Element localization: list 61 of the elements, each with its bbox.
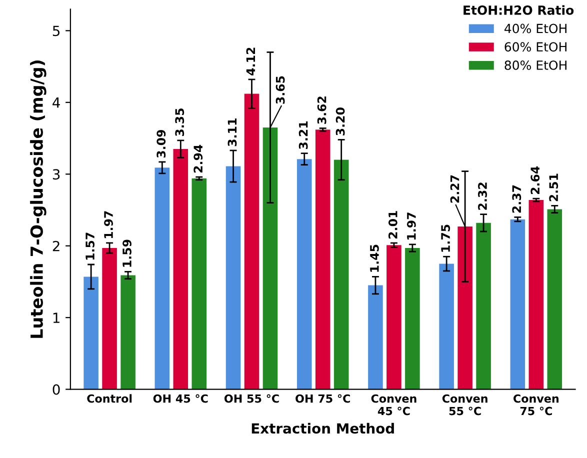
data-label: 2.94 bbox=[194, 144, 203, 172]
bar bbox=[262, 128, 278, 390]
data-label: 1.75 bbox=[441, 224, 450, 252]
x-tick-label: Conven 55 °C bbox=[442, 394, 488, 416]
data-label: 1.97 bbox=[406, 212, 416, 240]
bar bbox=[192, 178, 207, 390]
data-label: 3.11 bbox=[228, 118, 237, 146]
bar bbox=[244, 94, 260, 390]
bar bbox=[547, 209, 562, 390]
data-label: 3.35 bbox=[175, 108, 184, 136]
bar bbox=[102, 248, 117, 390]
bar bbox=[296, 159, 312, 390]
bar bbox=[439, 264, 454, 390]
bar bbox=[334, 160, 349, 390]
y-tick-label: 1 bbox=[53, 312, 60, 323]
x-tick-label: OH 45 °C bbox=[153, 394, 208, 403]
y-tick-label: 0 bbox=[52, 384, 60, 395]
bar bbox=[226, 166, 241, 390]
bar bbox=[154, 168, 170, 390]
legend-title: EtOH:H2O Ratio bbox=[464, 5, 574, 15]
y-tick-label: 2 bbox=[52, 240, 60, 252]
data-label: 3.65 bbox=[276, 76, 285, 104]
bar bbox=[510, 219, 526, 390]
bar bbox=[458, 226, 472, 390]
bar bbox=[120, 275, 136, 390]
data-label: 2.27 bbox=[450, 175, 460, 203]
x-tick-label: Conven 75 °C bbox=[514, 394, 558, 416]
data-label: 3.20 bbox=[336, 108, 345, 136]
data-label: 3.62 bbox=[317, 96, 326, 124]
x-tick-label: Conven 45 °C bbox=[371, 394, 416, 416]
bar bbox=[405, 248, 420, 390]
data-label: 1.45 bbox=[370, 244, 379, 272]
y-tick-label: 4 bbox=[52, 98, 60, 108]
data-label: 4.12 bbox=[246, 48, 256, 76]
y-tick-label: 3 bbox=[52, 169, 60, 180]
data-label: 2.37 bbox=[512, 185, 522, 213]
x-tick-label: Control bbox=[87, 394, 132, 403]
data-label: 2.01 bbox=[388, 211, 398, 238]
legend-label: 60% EtOH bbox=[504, 42, 566, 52]
y-axis-title: Luteolin 7-O-glucoside (mg/g) bbox=[30, 60, 46, 338]
bar bbox=[173, 149, 188, 390]
y-tick-label: 5 bbox=[52, 26, 60, 36]
bar bbox=[315, 130, 330, 390]
legend-label: 80% EtOH bbox=[504, 60, 566, 70]
x-axis-title: Extraction Method bbox=[252, 422, 394, 434]
legend-label: 40% EtOH bbox=[504, 24, 566, 34]
data-label: 2.64 bbox=[530, 166, 540, 194]
bar bbox=[84, 276, 98, 390]
data-label: 1.97 bbox=[104, 211, 113, 238]
x-tick-label: OH 55 °C bbox=[224, 394, 279, 403]
bar bbox=[476, 222, 491, 390]
x-tick-label: OH 75 °C bbox=[296, 394, 350, 403]
data-label: 1.59 bbox=[122, 240, 132, 267]
bar bbox=[386, 245, 402, 390]
bar bbox=[528, 200, 544, 390]
data-label: 2.51 bbox=[549, 174, 558, 202]
data-label: 3.09 bbox=[156, 130, 166, 158]
data-label: 1.57 bbox=[86, 232, 94, 260]
data-label: 2.32 bbox=[478, 182, 487, 210]
data-label: 3.21 bbox=[298, 121, 308, 149]
bar bbox=[368, 285, 383, 390]
